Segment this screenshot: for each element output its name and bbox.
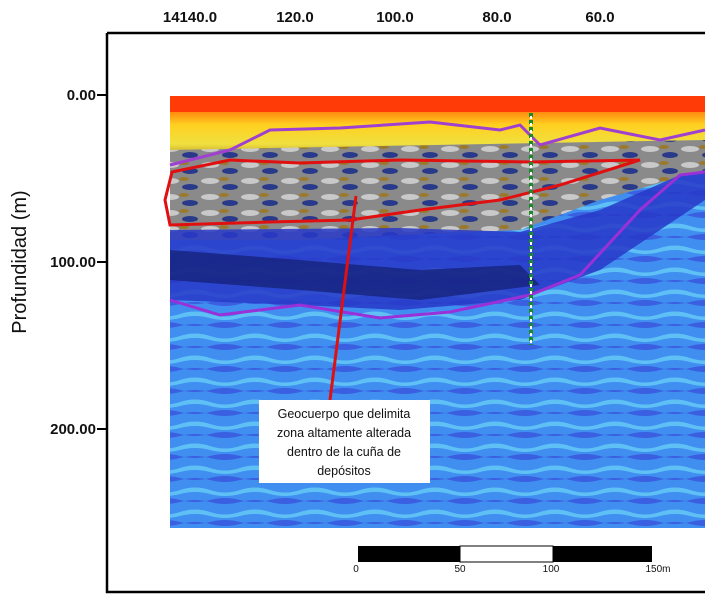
horizon-top bbox=[169, 120, 706, 167]
top-tick-label: 80.0 bbox=[482, 9, 511, 26]
annotation-box bbox=[259, 400, 430, 483]
top-ticks: 14140.0 120.0 100.0 80.0 60.0 bbox=[163, 9, 615, 26]
horizon-base bbox=[169, 170, 706, 320]
scale-label: 100 bbox=[543, 564, 560, 575]
left-tick-label: 0.00 bbox=[67, 87, 96, 104]
y-axis-title: Profundidad (m) bbox=[9, 190, 31, 333]
frame bbox=[105, 33, 705, 594]
scale-bar: 0 50 100 150m bbox=[353, 545, 671, 575]
top-tick-label: 100.0 bbox=[376, 9, 414, 26]
left-tick-label: 100.00 bbox=[50, 254, 96, 271]
scale-label: 0 bbox=[353, 564, 359, 575]
left-ticks: 0.00 100.00 200.00 bbox=[50, 87, 107, 438]
annotation-line: dentro de la cuña de bbox=[287, 445, 401, 459]
scale-label: 50 bbox=[454, 564, 466, 575]
scale-label: 150m bbox=[645, 564, 670, 575]
top-tick-label: 120.0 bbox=[276, 9, 314, 26]
left-tick-label: 200.00 bbox=[50, 421, 96, 438]
annotation-line: zona altamente alterada bbox=[277, 426, 411, 440]
annotation-line: Geocuerpo que delimita bbox=[278, 407, 411, 421]
top-tick-label: 60.0 bbox=[585, 9, 614, 26]
top-tick-label: 14140.0 bbox=[163, 9, 217, 26]
annotation-arrow bbox=[328, 195, 358, 401]
annotation-line: depósitos bbox=[317, 464, 371, 478]
